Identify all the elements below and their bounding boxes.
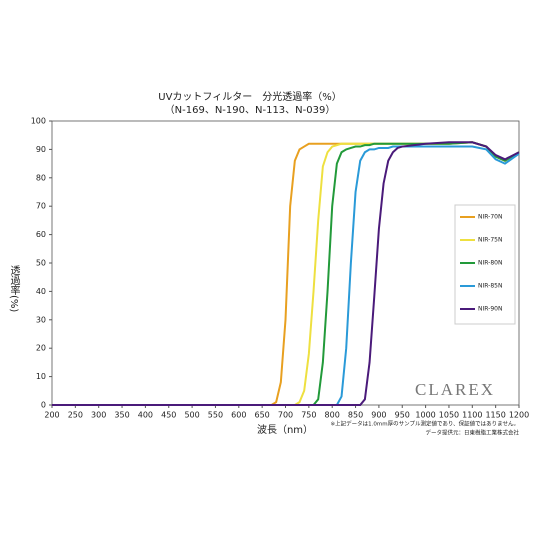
y-tick-label: 100: [31, 117, 46, 126]
series-line: [52, 141, 520, 406]
legend-label: NIR-75N: [478, 237, 502, 244]
legend-label: NIR-80N: [478, 260, 502, 267]
legend-label: NIR-70N: [478, 214, 502, 221]
x-tick-label: 200: [44, 411, 59, 420]
plot-area: [51, 120, 520, 406]
x-tick-label: 300: [91, 411, 106, 420]
y-tick-label: 80: [36, 173, 46, 182]
y-tick-label: 40: [36, 287, 46, 296]
y-tick-label: 20: [36, 344, 46, 353]
x-tick-label: 450: [161, 411, 176, 420]
series-line: [52, 141, 520, 406]
y-tick-label: 10: [36, 372, 46, 381]
x-tick-label: 1150: [485, 411, 505, 420]
x-tick-label: 1000: [415, 411, 435, 420]
note: データ提供元：日東樹脂工業株式会社: [425, 429, 519, 437]
x-tick-label: 250: [68, 411, 83, 420]
chart-title: UVカットフィルター 分光透過率（%）: [158, 90, 341, 103]
y-tick-label: 30: [36, 315, 46, 324]
note: ※上記データは1.0mm厚のサンプル測定値であり、保証値ではありません。: [331, 420, 519, 428]
x-axis-label: 波長（nm）: [257, 423, 313, 436]
x-tick-label: 650: [255, 411, 270, 420]
x-tick-label: 1100: [462, 411, 482, 420]
x-tick-label: 400: [138, 411, 153, 420]
y-tick-label: 60: [36, 230, 46, 239]
x-tick-label: 850: [348, 411, 363, 420]
y-axis-label: 透過率(%): [8, 265, 20, 313]
x-tick-label: 1050: [439, 411, 459, 420]
x-tick-label: 500: [184, 411, 199, 420]
x-tick-label: 750: [301, 411, 316, 420]
y-tick-label: 90: [36, 145, 46, 154]
series-line: [52, 145, 520, 406]
y-tick-label: 70: [36, 202, 46, 211]
series-line: [52, 141, 520, 406]
x-tick-label: 900: [371, 411, 386, 420]
y-tick-label: 50: [36, 259, 46, 268]
y-tick-label: 0: [41, 401, 46, 410]
x-tick-label: 600: [231, 411, 246, 420]
watermark: CLAREX: [415, 380, 495, 399]
x-tick-label: 950: [395, 411, 410, 420]
x-tick-label: 550: [208, 411, 223, 420]
series-line: [52, 141, 520, 406]
x-tick-label: 350: [114, 411, 129, 420]
legend-box: [454, 204, 516, 325]
chart-subtitle: （N-169、N-190、N-113、N-039）: [165, 104, 336, 116]
x-tick-label: 1200: [509, 411, 529, 420]
x-tick-label: 700: [278, 411, 293, 420]
x-tick-label: 800: [325, 411, 340, 420]
legend-label: NIR-85N: [478, 283, 502, 290]
legend-label: NIR-90N: [478, 306, 502, 313]
